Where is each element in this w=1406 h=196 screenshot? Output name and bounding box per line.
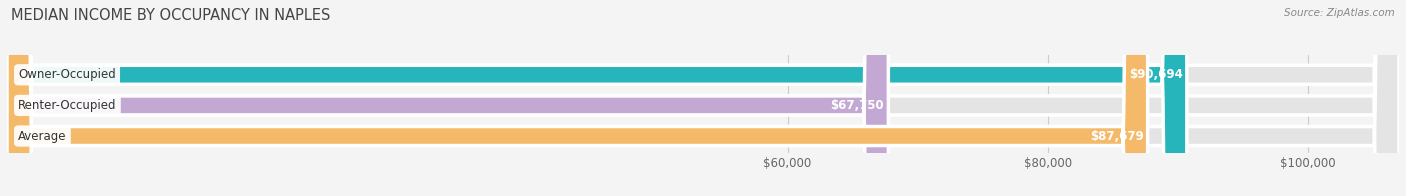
- FancyBboxPatch shape: [7, 0, 1147, 196]
- FancyBboxPatch shape: [7, 0, 889, 196]
- Text: MEDIAN INCOME BY OCCUPANCY IN NAPLES: MEDIAN INCOME BY OCCUPANCY IN NAPLES: [11, 8, 330, 23]
- Text: Source: ZipAtlas.com: Source: ZipAtlas.com: [1284, 8, 1395, 18]
- Text: $87,679: $87,679: [1090, 130, 1143, 142]
- FancyBboxPatch shape: [7, 0, 1187, 196]
- FancyBboxPatch shape: [7, 0, 1399, 196]
- Text: Average: Average: [18, 130, 66, 142]
- Text: Renter-Occupied: Renter-Occupied: [18, 99, 117, 112]
- Text: $67,750: $67,750: [831, 99, 884, 112]
- Text: Owner-Occupied: Owner-Occupied: [18, 68, 115, 81]
- FancyBboxPatch shape: [7, 0, 1399, 196]
- Text: $90,694: $90,694: [1129, 68, 1182, 81]
- FancyBboxPatch shape: [7, 0, 1399, 196]
